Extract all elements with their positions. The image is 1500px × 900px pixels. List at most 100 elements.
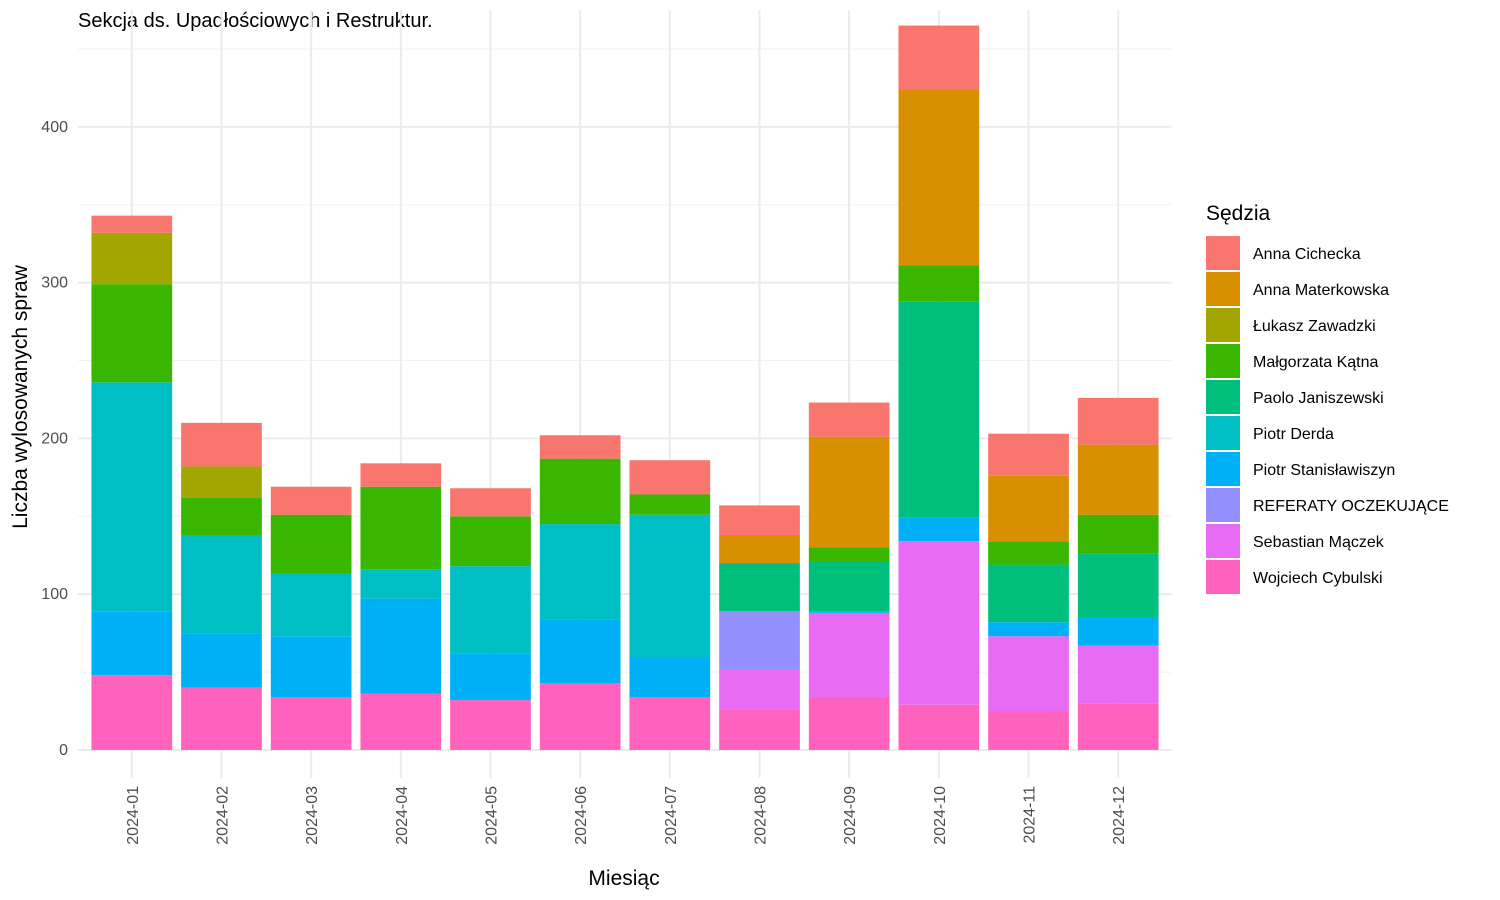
bar-segment: [91, 675, 173, 750]
legend-key: [1206, 344, 1240, 378]
bar-segment: [808, 436, 890, 548]
bar-segment: [898, 517, 980, 542]
bar-segment: [629, 514, 711, 659]
x-tick-label: 2024-08: [753, 786, 770, 845]
bar-segment: [181, 466, 262, 498]
bar-segment: [1077, 617, 1159, 646]
legend-key: [1206, 380, 1240, 414]
bar-segment: [808, 402, 890, 437]
bar-segment: [270, 573, 352, 637]
x-tick-label: 2024-04: [394, 786, 411, 845]
bar-segment: [91, 232, 173, 285]
bar-segment: [898, 301, 980, 518]
bars: [91, 25, 1159, 750]
chart-title: Sekcja ds. Upadłościowych i Restruktur.: [78, 10, 433, 32]
legend-key: [1206, 560, 1240, 594]
bar-segment: [1077, 703, 1159, 750]
bar-segment: [988, 622, 1069, 637]
y-axis-title: Liczba wylosowanych spraw: [9, 264, 32, 529]
bar-segment: [181, 422, 262, 467]
legend: Sędzia Anna Cichecka Anna Materkowska Łuka…: [1206, 202, 1449, 594]
bar-segment: [91, 611, 173, 676]
bar-segment: [719, 505, 800, 535]
bar-segment: [360, 693, 442, 750]
bar-segment: [719, 563, 800, 612]
legend-label: Piotr Derda: [1253, 426, 1334, 443]
bar-segment: [1077, 397, 1159, 445]
x-tick-label: 2024-07: [663, 786, 680, 845]
legend-label: Łukasz Zawadzki: [1253, 318, 1376, 335]
legend-key: [1206, 416, 1240, 450]
bar-segment: [539, 619, 621, 683]
legend-label: Anna Cichecka: [1253, 246, 1361, 263]
bar-segment: [808, 547, 890, 562]
legend-label: Anna Materkowska: [1253, 282, 1389, 299]
legend-key: [1206, 452, 1240, 486]
bar-segment: [539, 524, 621, 620]
bar-segment: [629, 696, 711, 750]
bar-segment: [1077, 645, 1159, 704]
legend-label: Małgorzata Kątna: [1253, 354, 1379, 371]
bar-segment: [181, 687, 262, 750]
bar-segment: [450, 488, 531, 517]
bar-segment: [539, 458, 621, 525]
bar-segment: [1077, 553, 1159, 618]
legend-label: REFERATY OCZEKUJĄCE: [1253, 498, 1449, 515]
x-tick-label: 2024-05: [483, 786, 500, 845]
bar-segment: [360, 463, 442, 487]
bar-segment: [360, 598, 442, 694]
x-tick-label: 2024-12: [1111, 786, 1128, 845]
y-tick-labels: 0 100 200 300 400: [41, 119, 68, 759]
y-tick-label: 400: [41, 119, 68, 136]
bar-segment: [719, 534, 800, 564]
bar-segment: [181, 534, 262, 634]
legend-key: [1206, 308, 1240, 342]
x-tick-label: 2024-11: [1022, 786, 1039, 844]
x-tick-label: 2024-10: [932, 786, 949, 845]
legend-label: Piotr Stanisławiszyn: [1253, 462, 1395, 479]
bar-segment: [91, 284, 173, 383]
bar-segment: [988, 433, 1069, 476]
bar-segment: [270, 696, 352, 750]
bar-segment: [270, 636, 352, 697]
bar-segment: [450, 516, 531, 567]
bar-segment: [898, 89, 980, 266]
bar-segment: [988, 541, 1069, 565]
bar-segment: [808, 561, 890, 612]
bar-segment: [719, 611, 800, 669]
bar-segment: [450, 653, 531, 701]
x-tick-label: 2024-09: [842, 786, 859, 845]
bar-segment: [1077, 444, 1159, 515]
bar-segment: [808, 611, 890, 613]
bar-segment: [629, 494, 711, 515]
bar-segment: [539, 435, 621, 459]
bar-segment: [898, 704, 980, 750]
y-tick-label: 300: [41, 275, 68, 292]
bar-segment: [1077, 514, 1159, 554]
bar-segment: [988, 475, 1069, 542]
bar-segment: [988, 564, 1069, 623]
bar-segment: [91, 215, 173, 233]
x-tick-label: 2024-02: [214, 786, 231, 845]
bar-segment: [270, 486, 352, 515]
bar-segment: [629, 658, 711, 697]
bar-segment: [808, 696, 890, 750]
legend-label: Sebastian Mączek: [1253, 534, 1385, 551]
legend-title: Sędzia: [1206, 202, 1271, 225]
bar-segment: [808, 612, 890, 697]
bar-segment: [898, 25, 980, 90]
x-tick-label: 2024-01: [125, 786, 142, 845]
bar-segment: [719, 668, 800, 710]
legend-key: [1206, 272, 1240, 306]
bar-segment: [629, 460, 711, 495]
bar-segment: [898, 541, 980, 705]
y-tick-label: 0: [59, 742, 68, 759]
bar-segment: [719, 709, 800, 750]
legend-key: [1206, 236, 1240, 270]
bar-segment: [270, 514, 352, 574]
bar-segment: [360, 486, 442, 570]
legend-label: Wojciech Cybulski: [1253, 570, 1383, 587]
y-tick-label: 100: [41, 586, 68, 603]
bar-segment: [898, 265, 980, 302]
